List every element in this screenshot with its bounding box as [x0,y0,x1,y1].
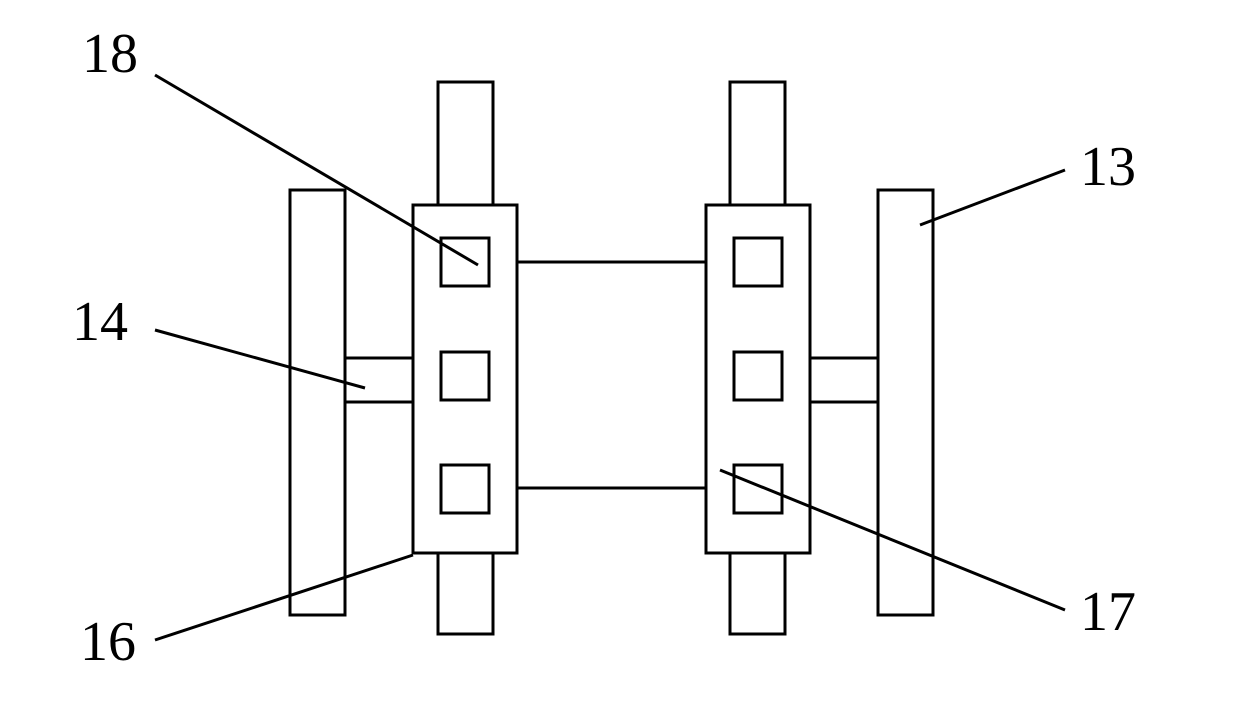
label-13: 13 [1080,135,1136,199]
leader-line-13 [920,170,1065,225]
outer-bar-left [290,190,345,615]
leader-line-16 [155,555,413,640]
label-18: 17 [1080,580,1136,644]
label-14: 14 [72,290,128,354]
leader-line-14 [155,330,365,388]
label-16: 16 [80,610,136,674]
technical-drawing-svg [0,0,1240,708]
label-17: 18 [82,22,138,86]
leader-line-17 [155,75,478,265]
outer-bar-right [878,190,933,615]
diagram-container: 18 14 16 13 17 [0,0,1240,708]
